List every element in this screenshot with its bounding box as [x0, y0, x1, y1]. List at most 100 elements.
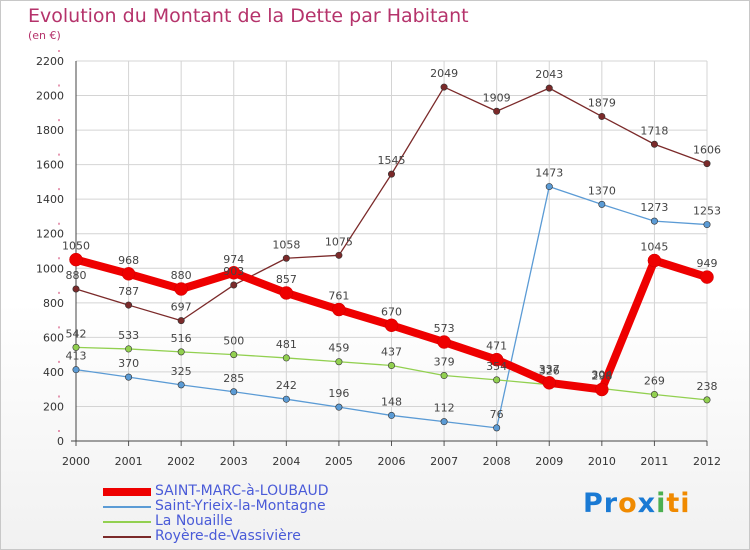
- data-point: [647, 253, 662, 268]
- y-tick-label: 0: [57, 435, 64, 448]
- data-label: 857: [276, 273, 297, 286]
- data-point: [387, 362, 395, 370]
- data-label: 1253: [693, 205, 721, 218]
- data-point: [335, 251, 343, 259]
- data-label: 2049: [430, 67, 458, 80]
- y-tick-label: 600: [43, 331, 64, 344]
- y-tick-label: 400: [43, 366, 64, 379]
- x-tick-label: 2006: [378, 455, 406, 468]
- data-point: [387, 411, 395, 419]
- y-tick-label: 1600: [36, 159, 64, 172]
- data-label: 1058: [272, 238, 300, 251]
- data-label: 2043: [535, 68, 563, 81]
- data-point: [437, 335, 451, 349]
- data-point: [598, 200, 606, 208]
- x-tick-label: 2004: [272, 455, 300, 468]
- data-point: [230, 281, 238, 289]
- data-point: [440, 372, 448, 380]
- data-point: [125, 345, 133, 353]
- data-label: 471: [486, 340, 507, 353]
- series-layer: [69, 83, 714, 432]
- legend-swatch: [103, 521, 151, 523]
- data-point: [177, 381, 185, 389]
- data-label: 516: [171, 332, 192, 345]
- legend-swatch: [103, 536, 151, 538]
- y-tick-label: 2200: [36, 55, 64, 68]
- data-point: [545, 84, 553, 92]
- data-label: 413: [66, 350, 87, 363]
- data-label: 1273: [640, 201, 668, 214]
- chart-subtitle: (en €): [28, 29, 61, 42]
- data-label: 1909: [483, 91, 511, 104]
- data-point: [279, 286, 294, 300]
- x-tick-label: 2010: [588, 455, 616, 468]
- data-label: 1473: [535, 167, 563, 180]
- data-point: [545, 183, 553, 191]
- legend-swatch: [103, 506, 151, 508]
- y-tick-label: 1800: [36, 124, 64, 137]
- logo-letter: x: [637, 488, 657, 519]
- data-point: [384, 318, 399, 333]
- data-point: [177, 348, 185, 356]
- data-label: 968: [118, 254, 139, 267]
- x-tick-label: 2007: [430, 455, 458, 468]
- data-label: 370: [118, 357, 139, 370]
- data-label: 238: [697, 380, 718, 393]
- data-point: [177, 317, 185, 325]
- data-label: 337: [539, 363, 560, 376]
- y-tick-label: 200: [43, 400, 64, 413]
- data-point: [69, 252, 83, 267]
- data-label: 542: [66, 327, 87, 340]
- y-tick-label: 800: [43, 297, 64, 310]
- data-point: [493, 107, 501, 115]
- data-point: [650, 391, 658, 399]
- data-label: 304: [591, 368, 612, 381]
- y-tick-label: 2000: [36, 90, 64, 103]
- data-label: 670: [381, 305, 402, 318]
- legend-label: Royère-de-Vassivière: [155, 528, 301, 544]
- data-label: 459: [328, 342, 349, 355]
- data-point: [72, 285, 80, 293]
- y-tick-label: 1200: [36, 228, 64, 241]
- logo-letter: Pr: [583, 488, 619, 519]
- chart-title: Evolution du Montant de la Dette par Hab…: [28, 5, 469, 27]
- data-label: 533: [118, 329, 139, 342]
- data-label: 326: [539, 365, 560, 378]
- data-label: 1545: [378, 154, 406, 167]
- data-point: [174, 282, 188, 296]
- data-label: 949: [697, 257, 718, 270]
- data-point: [72, 366, 80, 374]
- data-label: 1050: [62, 240, 90, 253]
- data-label: 325: [171, 365, 192, 378]
- data-point: [387, 170, 395, 178]
- data-point: [335, 358, 343, 366]
- x-tick-label: 2000: [62, 455, 90, 468]
- data-point: [332, 302, 346, 317]
- data-point: [703, 160, 711, 168]
- data-point: [282, 254, 290, 262]
- data-point: [335, 403, 343, 411]
- x-tick-label: 2011: [640, 455, 668, 468]
- legend-swatch: [103, 488, 151, 496]
- data-point: [440, 418, 448, 426]
- proxiti-logo: Proxiti: [583, 488, 691, 519]
- data-label: 1718: [640, 124, 668, 137]
- data-label: 196: [328, 387, 349, 400]
- data-label: 285: [223, 372, 244, 385]
- legend-label: Saint-Yrieix-la-Montagne: [155, 498, 326, 514]
- data-label: 697: [171, 301, 192, 314]
- y-tick-label: 1000: [36, 262, 64, 275]
- data-point: [542, 376, 556, 390]
- data-label: 298: [591, 370, 612, 383]
- x-tick-label: 2008: [483, 455, 511, 468]
- data-point: [703, 221, 711, 229]
- data-label: 974: [223, 253, 244, 266]
- data-point: [598, 112, 606, 120]
- data-label: 1370: [588, 184, 616, 197]
- data-point: [227, 266, 241, 280]
- data-point: [703, 396, 711, 404]
- data-label: 1045: [640, 241, 668, 254]
- data-label: 1075: [325, 235, 353, 248]
